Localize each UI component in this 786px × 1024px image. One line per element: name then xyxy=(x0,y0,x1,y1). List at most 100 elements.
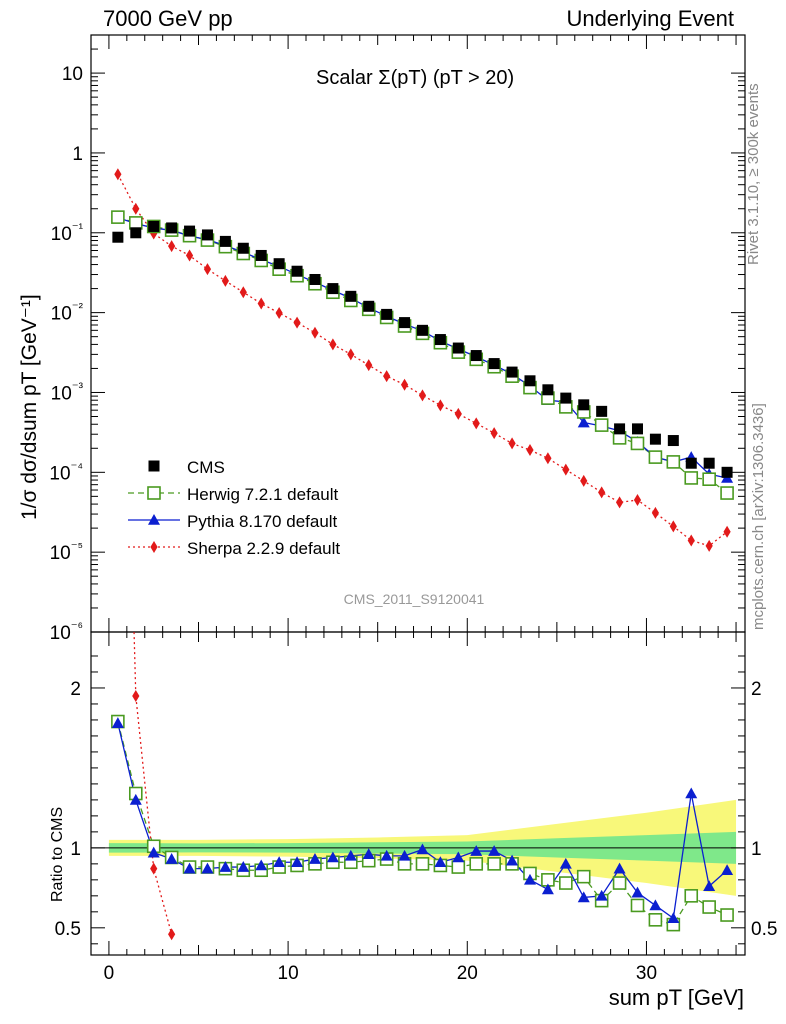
data-point xyxy=(470,350,482,362)
series-line xyxy=(117,216,728,494)
data-point xyxy=(667,435,679,447)
data-point xyxy=(329,338,337,351)
x-tick-label: 0 xyxy=(104,963,115,984)
data-point xyxy=(666,455,681,469)
ratio-data-point xyxy=(273,856,286,868)
data-point xyxy=(542,384,554,396)
data-point xyxy=(291,265,303,277)
data-point xyxy=(452,342,464,354)
data-point xyxy=(649,433,661,445)
ratio-data-point xyxy=(541,883,554,895)
data-point xyxy=(185,249,194,262)
data-point xyxy=(721,466,733,478)
ratio-data-point xyxy=(613,862,626,874)
data-point xyxy=(651,506,660,519)
legend-marker xyxy=(148,460,160,472)
ratio-data-point xyxy=(630,898,645,913)
data-point xyxy=(562,463,570,476)
data-point xyxy=(594,418,609,432)
data-point xyxy=(347,348,355,361)
data-point xyxy=(166,222,178,234)
ratio-data-point xyxy=(470,845,483,856)
ratio-data-point xyxy=(631,886,644,898)
ratio-y-tick-label-right: 2 xyxy=(751,679,762,700)
data-point xyxy=(578,399,590,411)
data-point xyxy=(526,444,534,457)
y-tick-label: 1 xyxy=(72,144,83,165)
ratio-data-point xyxy=(559,876,573,890)
x-tick-label: 10 xyxy=(278,963,299,984)
data-point xyxy=(490,427,498,440)
ratio-y-tick-label: 0.5 xyxy=(55,919,81,940)
ratio-data-point xyxy=(165,853,178,864)
ratio-data-point xyxy=(415,857,430,871)
header-right: Underlying Event xyxy=(566,6,734,31)
legend-marker xyxy=(148,514,160,525)
data-point xyxy=(648,450,663,464)
data-point xyxy=(720,486,734,500)
ratio-data-point xyxy=(362,848,375,860)
plot-title: Scalar Σ(pT) (pT > 20) xyxy=(316,67,514,89)
data-point xyxy=(633,494,642,507)
data-point xyxy=(273,258,285,270)
data-point xyxy=(596,405,608,417)
data-point xyxy=(257,297,265,310)
ratio-data-point xyxy=(326,851,339,863)
data-point xyxy=(703,457,715,469)
ratio-series-group xyxy=(111,26,734,941)
ratio-data-point xyxy=(720,908,734,922)
ratio-data-point xyxy=(416,843,429,855)
legend-label: Sherpa 2.2.9 default xyxy=(187,539,340,558)
data-point xyxy=(615,496,624,509)
data-point xyxy=(418,389,427,402)
ratio-data-point xyxy=(595,889,608,901)
data-point xyxy=(472,417,480,430)
ratio-data-point xyxy=(398,849,411,861)
ratio-data-point xyxy=(648,913,663,927)
y-tick-label: 10⁻³ xyxy=(51,379,84,404)
ratio-data-point xyxy=(344,849,357,861)
legend-label: Herwig 7.2.1 default xyxy=(187,485,338,504)
data-point xyxy=(560,392,572,404)
ratio-data-point xyxy=(434,856,447,868)
data-point xyxy=(416,324,428,336)
data-point xyxy=(685,457,697,469)
legend-marker xyxy=(150,541,158,553)
data-point xyxy=(114,168,122,181)
data-point xyxy=(383,370,391,383)
ratio-data-point xyxy=(506,854,519,866)
analysis-watermark: CMS_2011_S9120041 xyxy=(344,591,485,607)
ratio-data-point xyxy=(201,862,214,874)
y-tick-label: 10⁻⁵ xyxy=(50,539,83,564)
y-tick-label: 10⁻⁶ xyxy=(50,619,83,644)
data-point xyxy=(237,242,249,254)
ratio-data-point xyxy=(219,861,232,872)
ratio-data-point xyxy=(132,689,140,702)
ratio-data-point xyxy=(469,857,484,871)
ratio-data-point xyxy=(684,889,699,903)
ratio-data-point xyxy=(667,912,680,924)
ratio-data-point xyxy=(721,864,734,876)
data-point xyxy=(345,290,357,302)
x-axis-title: sum pT [GeV] xyxy=(609,985,744,1010)
data-point xyxy=(327,283,339,295)
ratio-data-point xyxy=(487,857,501,871)
ratio-data-point xyxy=(649,899,662,911)
ratio-data-point xyxy=(114,26,121,38)
data-point xyxy=(111,210,125,224)
ratio-y-tick-label: 1 xyxy=(70,839,81,860)
data-point xyxy=(614,423,626,435)
data-point xyxy=(399,317,411,329)
data-point xyxy=(524,375,536,387)
ratio-data-point xyxy=(183,862,196,874)
data-point xyxy=(488,358,500,370)
legend-label: Pythia 8.170 default xyxy=(187,512,338,531)
data-point xyxy=(309,273,321,285)
ratio-data-point xyxy=(380,849,393,861)
ratio-data-point xyxy=(685,787,698,799)
data-point xyxy=(221,274,229,287)
ratio-y-tick-label: 2 xyxy=(70,679,81,700)
data-point xyxy=(381,308,393,320)
data-point xyxy=(184,225,196,237)
